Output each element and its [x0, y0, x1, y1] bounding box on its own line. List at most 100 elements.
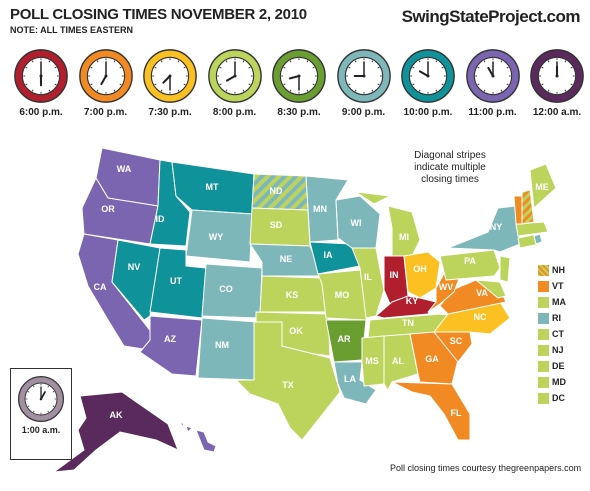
brand-name: SwingStateProject.com — [401, 7, 581, 26]
clock-icon — [465, 49, 520, 103]
note-line-2: indicate multiple — [414, 162, 486, 173]
clock-time-label: 7:00 p.m. — [83, 107, 128, 118]
clock-icon — [143, 49, 197, 103]
state-label-co: CO — [219, 284, 233, 294]
stripes-note: Diagonal stripes indicate multiple closi… — [400, 150, 500, 186]
legend-swatch — [538, 344, 549, 356]
state-label-mn: MN — [313, 204, 327, 214]
state-label-or: OR — [101, 204, 115, 214]
state-label-me: ME — [535, 182, 549, 192]
state-label-il: IL — [364, 272, 373, 282]
state-labels: WA OR CA NV ID MT WY UT AZ CO NM ND SD NE KS OK TX MN IA MO… — [94, 164, 549, 456]
legend-swatch — [538, 264, 549, 276]
legend-label: DC — [552, 393, 565, 403]
clock-4: 8:30 p.m. — [268, 48, 330, 118]
state-label-ne: NE — [280, 254, 293, 264]
state-ma — [515, 221, 549, 237]
legend-label: NH — [552, 265, 565, 275]
state-label-sd: SD — [270, 220, 283, 230]
legend-item-ct: CT — [538, 326, 566, 342]
state-label-tx: TX — [282, 380, 294, 390]
legend-swatch — [538, 296, 549, 308]
state-label-ak: AK — [110, 410, 123, 420]
legend-item-dc: DC — [538, 390, 566, 406]
clock-time-label: 12:00 a.m. — [532, 107, 582, 118]
clock-time-label: 11:00 p.m. — [468, 107, 517, 118]
state-label-la: LA — [344, 374, 356, 384]
state-label-oh: OH — [413, 264, 427, 274]
state-ak — [53, 391, 179, 473]
state-ny — [447, 205, 521, 253]
legend-label: NJ — [552, 345, 564, 355]
state-label-mi: MI — [399, 232, 409, 242]
state-label-tn: TN — [402, 318, 414, 328]
legend-item-nj: NJ — [538, 342, 566, 358]
state-la — [333, 361, 377, 405]
legend-swatch — [538, 312, 549, 324]
legend-item-nh: NH — [538, 262, 566, 278]
state-label-nm: NM — [215, 340, 229, 350]
page-title: POLL CLOSING TIMES NOVEMBER 2, 2010 — [10, 6, 307, 23]
state-pa — [439, 249, 501, 281]
state-label-al: AL — [392, 356, 404, 366]
state-label-nv: NV — [128, 262, 141, 272]
legend-label: RI — [552, 313, 561, 323]
clock-2: 7:30 p.m. — [139, 48, 201, 118]
clock-icon — [272, 49, 326, 103]
state-label-ut: UT — [170, 276, 182, 286]
note-line-3: closing times — [421, 174, 479, 185]
legend-item-vt: VT — [538, 278, 566, 294]
alaska-clock-box: 1:00 a.m. — [10, 368, 72, 460]
clock-5: 9:00 p.m. — [333, 48, 395, 118]
clock-0: 6:00 p.m. — [10, 48, 72, 118]
credit-text: Poll closing times courtesy thegreenpape… — [390, 463, 582, 473]
state-label-az: AZ — [164, 334, 176, 344]
alaska-clock-label: 1:00 a.m. — [21, 425, 61, 435]
state-hi — [179, 421, 217, 453]
state-label-ca: CA — [94, 282, 107, 292]
state-de-md — [475, 279, 507, 299]
legend-label: MA — [552, 297, 566, 307]
clock-time-label: 10:00 p.m. — [403, 107, 453, 118]
clock-1: 7:00 p.m. — [75, 48, 137, 118]
state-fl — [391, 381, 471, 441]
state-ms — [361, 335, 385, 387]
state-label-mt: MT — [206, 182, 219, 192]
legend-swatch — [538, 328, 549, 340]
state-label-nd: ND — [270, 186, 283, 196]
clock-icon — [17, 376, 64, 422]
clock-time-label: 9:00 p.m. — [341, 107, 386, 118]
clock-7: 11:00 p.m. — [462, 48, 524, 118]
legend-item-de: DE — [538, 358, 566, 374]
clock-icon — [336, 49, 391, 103]
state-nh — [521, 189, 535, 225]
note-line-1: Diagonal stripes — [414, 150, 486, 161]
state-label-wa: WA — [117, 164, 132, 174]
legend-swatch — [538, 392, 549, 404]
state-wy — [185, 209, 253, 263]
legend-swatch — [538, 376, 549, 388]
state-nv — [111, 239, 161, 321]
state-vt — [513, 195, 523, 225]
state-label-ga: GA — [425, 354, 439, 364]
clock-time-label: 6:00 p.m. — [19, 107, 63, 118]
clock-8: 12:00 a.m. — [526, 48, 588, 118]
clock-icon — [14, 49, 68, 103]
clock-icon — [78, 49, 133, 103]
clock-time-label: 8:00 p.m. — [212, 107, 257, 118]
clock-time-label: 8:30 p.m. — [277, 107, 321, 118]
clock-icon — [530, 49, 584, 103]
state-nj — [499, 255, 511, 283]
state-label-in: IN — [390, 270, 399, 280]
state-oh — [403, 251, 441, 299]
state-ky — [375, 295, 437, 319]
clock-icon — [401, 49, 455, 103]
state-label-ia: IA — [324, 250, 334, 260]
legend-item-ma: MA — [538, 294, 566, 310]
legend-item-ri: RI — [538, 310, 566, 326]
state-label-ny: NY — [490, 222, 503, 232]
state-ri — [533, 233, 543, 245]
state-label-mo: MO — [335, 290, 350, 300]
state-label-sc: SC — [450, 336, 463, 346]
